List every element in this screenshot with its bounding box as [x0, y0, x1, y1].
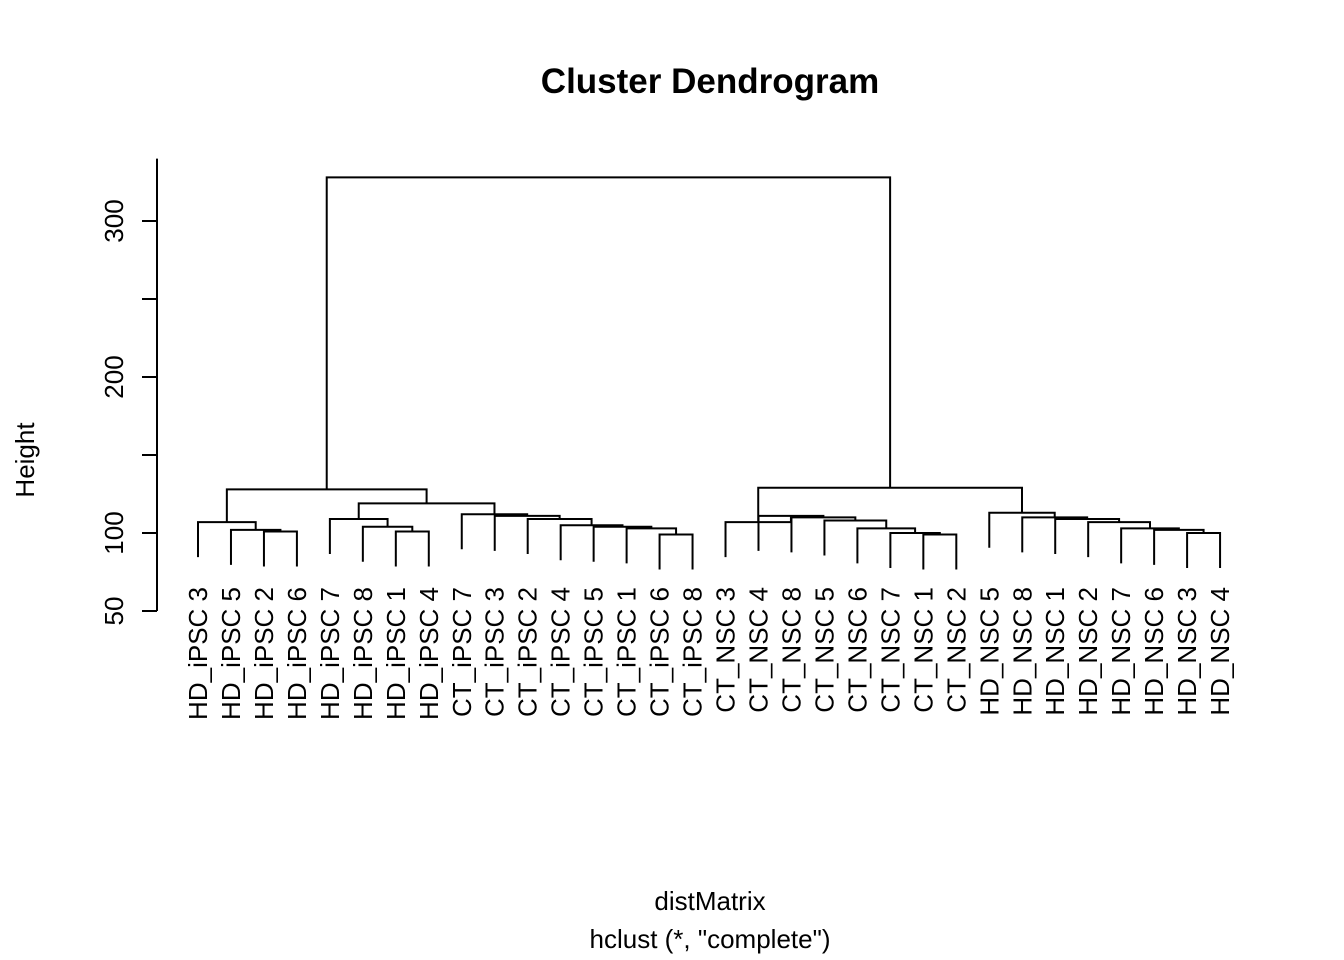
dendrogram-branch	[823, 519, 888, 556]
leaf-label: CT_NSC 5	[809, 587, 839, 713]
dendrogram-branch	[229, 528, 282, 565]
leaf-label: CT_NSC 7	[875, 587, 905, 713]
leaf-label: HD_iPSC 7	[315, 587, 345, 720]
dendrogram-branch	[922, 533, 958, 570]
y-tick-label: 50	[99, 597, 129, 626]
chart-title: Cluster Dendrogram	[541, 62, 879, 101]
dendrogram-branch	[357, 502, 496, 519]
dendrogram-branch	[394, 530, 430, 567]
dendrogram-branch	[1153, 528, 1205, 565]
dendrogram-branch	[592, 525, 653, 562]
leaf-label: CT_NSC 1	[908, 587, 938, 713]
chart-subtitle: hclust (*, "complete")	[590, 924, 831, 954]
dendrogram-branch	[1120, 527, 1180, 564]
leaf-label: HD_NSC 6	[1139, 587, 1169, 716]
leaf-label: CT_iPSC 4	[546, 587, 576, 717]
y-axis: 50 100 200 300	[99, 158, 158, 626]
y-tick-label: 300	[99, 199, 129, 242]
leaf-label: HD_NSC 7	[1106, 587, 1136, 716]
dendrogram-branch	[262, 530, 298, 567]
dendrogram-branch	[328, 517, 389, 554]
leaf-label: HD_iPSC 5	[216, 587, 246, 720]
leaf-label: HD_iPSC 2	[249, 587, 279, 720]
leaf-label: CT_iPSC 8	[678, 587, 708, 717]
leaf-label: HD_iPSC 3	[183, 587, 213, 720]
leaf-label: CT_iPSC 3	[480, 587, 510, 717]
leaf-label: CT_NSC 8	[776, 587, 806, 713]
leaf-label: HD_iPSC 8	[348, 587, 378, 720]
y-tick-label: 100	[99, 511, 129, 554]
leaf-label: HD_NSC 2	[1073, 587, 1103, 716]
leaf-label: HD_NSC 8	[1007, 587, 1037, 716]
x-axis-label: distMatrix	[654, 886, 765, 916]
y-tick-label: 200	[99, 355, 129, 398]
leaf-label: CT_NSC 3	[711, 587, 741, 713]
leaf-labels: HD_iPSC 3 HD_iPSC 5 HD_iPSC 2 HD_iPSC 6 HD_i…	[183, 587, 1235, 720]
dendrogram-branch	[790, 516, 857, 553]
leaf-label: CT_iPSC 1	[612, 587, 642, 717]
dendrogram-branch	[1054, 517, 1121, 554]
dendrogram-branch	[197, 521, 257, 558]
leaf-label: HD_NSC 3	[1172, 587, 1202, 716]
leaf-label: CT_iPSC 5	[579, 587, 609, 717]
dendrogram-branch	[1186, 532, 1222, 568]
leaf-label: HD_NSC 4	[1205, 587, 1235, 716]
leaf-label: CT_iPSC 6	[645, 587, 675, 717]
leaf-label: CT_NSC 6	[842, 587, 872, 713]
dendrogram-branch	[658, 533, 694, 570]
leaf-label: CT_iPSC 2	[513, 587, 543, 717]
leaf-label: CT_NSC 2	[941, 587, 971, 713]
leaf-label: HD_NSC 1	[1040, 587, 1070, 716]
dendrogram-branch	[889, 532, 941, 568]
dendrogram-branch	[559, 524, 624, 561]
leaf-label: HD_NSC 5	[974, 587, 1004, 716]
dendrogram-tree	[197, 176, 1222, 570]
dendrogram-branch	[225, 488, 428, 523]
leaf-label: HD_iPSC 6	[282, 587, 312, 720]
leaf-label: CT_iPSC 7	[447, 587, 477, 717]
leaf-label: HD_iPSC 4	[414, 587, 444, 720]
y-axis-label: Height	[10, 422, 40, 498]
leaf-label: CT_NSC 4	[743, 587, 773, 713]
dendrogram-branch	[325, 176, 892, 490]
leaf-label: HD_iPSC 1	[381, 587, 411, 720]
